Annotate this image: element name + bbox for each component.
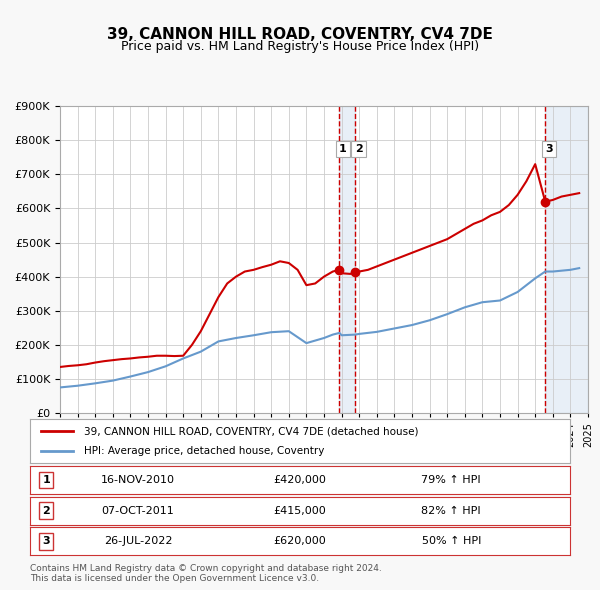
Text: 3: 3: [43, 536, 50, 546]
Text: £620,000: £620,000: [274, 536, 326, 546]
Text: 39, CANNON HILL ROAD, COVENTRY, CV4 7DE (detached house): 39, CANNON HILL ROAD, COVENTRY, CV4 7DE …: [84, 427, 419, 436]
Text: 1: 1: [339, 144, 347, 154]
Text: 82% ↑ HPI: 82% ↑ HPI: [421, 506, 481, 516]
Text: 1: 1: [43, 475, 50, 485]
Text: Price paid vs. HM Land Registry's House Price Index (HPI): Price paid vs. HM Land Registry's House …: [121, 40, 479, 53]
Text: 50% ↑ HPI: 50% ↑ HPI: [422, 536, 481, 546]
Text: Contains HM Land Registry data © Crown copyright and database right 2024.
This d: Contains HM Land Registry data © Crown c…: [30, 563, 382, 583]
Text: 26-JUL-2022: 26-JUL-2022: [104, 536, 172, 546]
Text: 2: 2: [355, 144, 362, 154]
Text: £415,000: £415,000: [274, 506, 326, 516]
Text: 16-NOV-2010: 16-NOV-2010: [101, 475, 175, 485]
Text: 2: 2: [43, 506, 50, 516]
Bar: [545, 106, 588, 413]
Text: 79% ↑ HPI: 79% ↑ HPI: [421, 475, 481, 485]
Bar: [340, 106, 355, 413]
Text: 39, CANNON HILL ROAD, COVENTRY, CV4 7DE: 39, CANNON HILL ROAD, COVENTRY, CV4 7DE: [107, 27, 493, 41]
Text: £420,000: £420,000: [274, 475, 326, 485]
Text: 3: 3: [545, 144, 553, 154]
Text: 07-OCT-2011: 07-OCT-2011: [101, 506, 175, 516]
Text: HPI: Average price, detached house, Coventry: HPI: Average price, detached house, Cove…: [84, 446, 325, 455]
